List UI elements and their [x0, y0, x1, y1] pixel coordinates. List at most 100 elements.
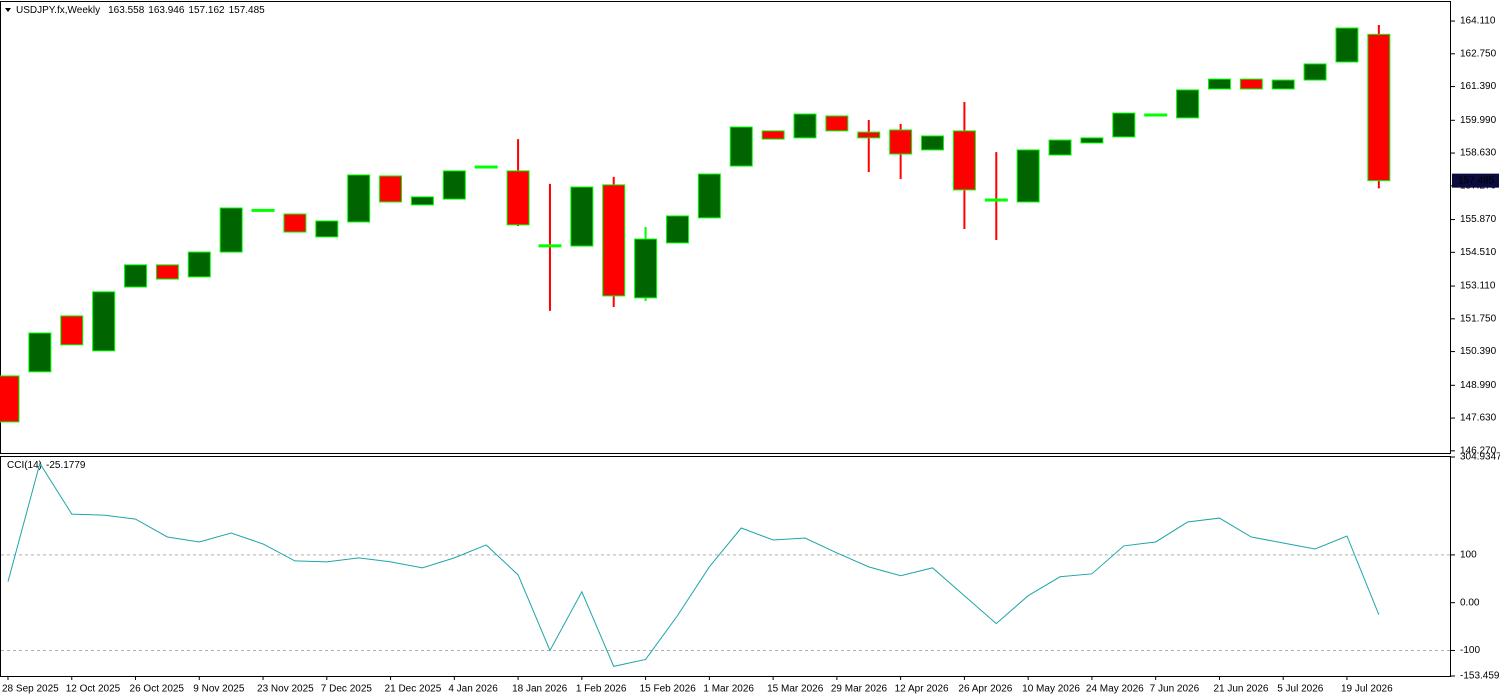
x-tick-label: 26 Apr 2026	[958, 684, 1012, 695]
main-panel	[0, 1, 1451, 454]
x-tick-label: 26 Oct 2025	[130, 684, 185, 695]
cci-panel	[0, 456, 1451, 677]
x-tick-label: 23 Nov 2025	[257, 684, 314, 695]
x-tick-label: 5 Jul 2026	[1277, 684, 1324, 695]
candle-body	[379, 175, 403, 203]
last-low: 157.162	[188, 5, 225, 16]
x-tick-label: 21 Jun 2026	[1213, 684, 1268, 695]
x-tick-label: 10 May 2026	[1022, 684, 1080, 695]
y-tick-label: 159.990	[1460, 115, 1497, 126]
y-tick-label: 100	[1460, 550, 1477, 561]
candle-body	[283, 213, 307, 233]
y-tick-label: 162.750	[1460, 48, 1497, 59]
candle-body	[634, 238, 658, 299]
candle-body	[0, 375, 20, 423]
candle-body	[60, 315, 84, 346]
candle-body	[1239, 78, 1263, 90]
x-tick-label: 12 Oct 2025	[66, 684, 121, 695]
candle-body	[761, 130, 785, 140]
candle-body	[697, 173, 721, 219]
candle-body	[857, 131, 881, 139]
candle-body	[1335, 27, 1359, 63]
candle-body	[219, 207, 243, 253]
x-tick-label: 21 Dec 2025	[385, 684, 442, 695]
candle-body	[1303, 63, 1327, 81]
y-tick-label: 155.870	[1460, 214, 1497, 225]
y-tick-label: -153.4597	[1460, 671, 1500, 682]
chart-title: USDJPY.fx,Weekly	[16, 5, 100, 16]
price-label-box	[1452, 173, 1499, 188]
candle-body	[251, 208, 275, 212]
candle-body	[28, 332, 52, 373]
candle-body	[315, 220, 339, 238]
candle-body	[155, 264, 179, 280]
candle-body	[952, 130, 976, 191]
candle-body	[1016, 149, 1040, 203]
candle-body	[1048, 139, 1072, 156]
x-tick-label: 1 Feb 2026	[576, 684, 627, 695]
candle-body	[889, 129, 913, 155]
candle-body	[410, 196, 434, 206]
cci-header: CCI(14) -25.1779	[7, 460, 86, 471]
candle-body	[729, 126, 753, 167]
candle-body	[602, 184, 626, 297]
candle-body	[1207, 78, 1231, 90]
x-tick-label: 18 Jan 2026	[512, 684, 567, 695]
y-tick-label: 164.110	[1460, 16, 1496, 27]
candle-body	[474, 165, 498, 169]
candle-body	[538, 244, 562, 248]
candle-body	[187, 251, 211, 278]
candle-body	[124, 264, 148, 288]
cci-last-value: -25.1779	[46, 460, 86, 471]
candle-body	[825, 115, 849, 132]
x-tick-label: 7 Dec 2025	[321, 684, 373, 695]
candle-body	[570, 186, 594, 247]
x-tick-label: 15 Feb 2026	[640, 684, 697, 695]
last-high: 163.946	[148, 5, 185, 16]
y-tick-label: 153.110	[1460, 281, 1496, 292]
cci-line	[7, 462, 1380, 667]
x-tick-label: 24 May 2026	[1086, 684, 1144, 695]
candle-body	[1080, 137, 1104, 144]
candle-body	[506, 170, 530, 226]
y-tick-label: 147.630	[1460, 413, 1497, 424]
candle-body	[92, 291, 116, 352]
x-tick-label: 15 Mar 2026	[767, 684, 824, 695]
y-tick-label: 304.9347	[1460, 452, 1500, 463]
x-tick-label: 9 Nov 2025	[193, 684, 245, 695]
y-tick-label: 0.00	[1460, 597, 1480, 608]
candle-body	[1271, 79, 1295, 90]
x-tick-label: 12 Apr 2026	[895, 684, 949, 695]
last-close: 157.485	[229, 5, 266, 16]
x-tick-label: 7 Jun 2026	[1150, 684, 1200, 695]
candle-body	[665, 215, 689, 244]
candle-body	[1112, 112, 1136, 138]
x-tick-label: 1 Mar 2026	[703, 684, 754, 695]
y-tick-label: 146.270	[1460, 445, 1497, 456]
candle-body	[442, 170, 466, 200]
y-tick-label: 148.990	[1460, 380, 1497, 391]
cci-title: CCI(14)	[7, 460, 42, 471]
candle-body	[1367, 33, 1391, 182]
y-tick-label: 158.630	[1460, 148, 1497, 159]
candle-body	[793, 113, 817, 139]
chart-header: USDJPY.fx,Weekly 163.558 163.946 157.162 157…	[16, 5, 265, 16]
y-tick-label: 154.510	[1460, 247, 1497, 258]
y-tick-label: 150.390	[1460, 346, 1497, 357]
y-tick-label: -100	[1460, 645, 1480, 656]
candle-body	[921, 135, 945, 151]
candle-body	[347, 174, 371, 223]
candle-body	[1176, 89, 1200, 119]
x-tick-label: 28 Sep 2025	[2, 684, 59, 695]
y-tick-label: 151.750	[1460, 313, 1497, 324]
candle-body	[984, 198, 1008, 202]
price-label: 157.485	[1458, 175, 1495, 186]
x-tick-label: 29 Mar 2026	[831, 684, 888, 695]
y-tick-label: 161.390	[1460, 81, 1497, 92]
candle-body	[1144, 113, 1168, 117]
menu-arrow[interactable]	[5, 8, 11, 12]
x-tick-label: 19 Jul 2026	[1341, 684, 1393, 695]
last-open: 163.558	[108, 5, 145, 16]
x-tick-label: 4 Jan 2026	[448, 684, 498, 695]
